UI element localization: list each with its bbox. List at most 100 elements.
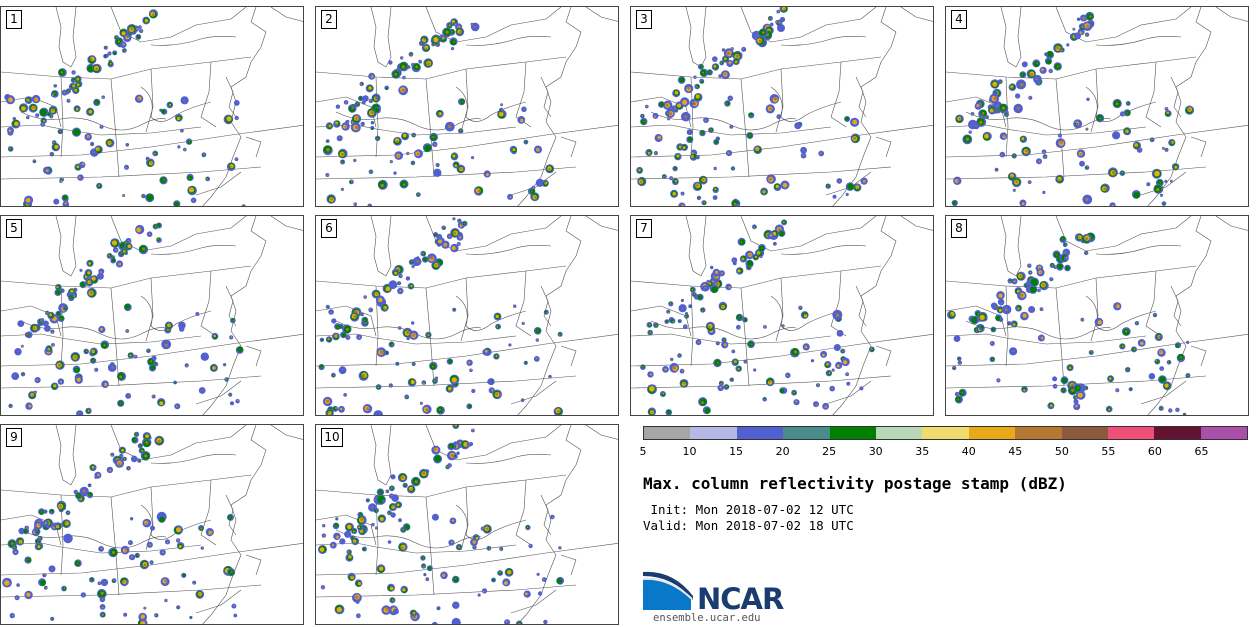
- reflectivity-cell: [136, 35, 141, 39]
- reflectivity-cell: [991, 327, 995, 332]
- reflectivity-cell: [396, 363, 399, 366]
- reflectivity-cell: [1086, 24, 1090, 28]
- reflectivity-cell: [543, 579, 545, 581]
- reflectivity-cell: [977, 105, 979, 107]
- reflectivity-cell: [169, 104, 171, 106]
- reflectivity-cell: [997, 379, 999, 381]
- reflectivity-cell: [341, 333, 346, 338]
- reflectivity-cell: [361, 100, 366, 105]
- reflectivity-cell: [783, 221, 785, 224]
- map-boundary-line: [946, 375, 1207, 389]
- reflectivity-cell: [649, 152, 651, 154]
- colorbar-tick-label: 10: [682, 445, 697, 458]
- reflectivity-cell: [723, 339, 725, 341]
- reflectivity-cell: [1134, 348, 1136, 350]
- reflectivity-cell: [500, 549, 502, 551]
- reflectivity-cell: [34, 98, 37, 101]
- reflectivity-cell: [979, 120, 983, 124]
- reflectivity-cell: [369, 308, 372, 310]
- map-boundary-line: [316, 542, 517, 554]
- reflectivity-cell: [148, 232, 151, 235]
- reflectivity-cell: [774, 243, 776, 245]
- reflectivity-cell: [448, 235, 451, 237]
- reflectivity-cell: [338, 366, 347, 375]
- reflectivity-cell: [140, 620, 146, 624]
- map-boundary-line: [1085, 86, 1157, 122]
- reflectivity-cell: [127, 540, 133, 546]
- reflectivity-cell: [768, 380, 771, 383]
- map-member-2: [316, 7, 618, 206]
- reflectivity-cell: [150, 525, 155, 531]
- reflectivity-cell: [458, 30, 462, 33]
- reflectivity-cell: [1151, 139, 1153, 141]
- reflectivity-cell: [90, 579, 92, 581]
- reflectivity-cell: [487, 379, 493, 385]
- reflectivity-cell: [460, 167, 463, 170]
- reflectivity-cell: [1125, 110, 1131, 116]
- map-boundary-line: [460, 486, 469, 551]
- reflectivity-cell: [178, 545, 182, 548]
- reflectivity-cell: [212, 366, 216, 370]
- reflectivity-cell: [1086, 127, 1088, 130]
- reflectivity-cell: [863, 180, 865, 182]
- reflectivity-cell: [124, 549, 127, 552]
- reflectivity-cell: [666, 409, 671, 415]
- reflectivity-cell: [330, 312, 332, 314]
- reflectivity-cell: [733, 262, 735, 265]
- reflectivity-cell: [1064, 244, 1067, 246]
- reflectivity-cell: [739, 239, 746, 245]
- reflectivity-cell: [433, 37, 439, 43]
- map-boundary-line: [946, 305, 1007, 337]
- reflectivity-cell: [529, 188, 535, 194]
- reflectivity-cell: [464, 222, 466, 224]
- reflectivity-cell: [694, 293, 696, 295]
- map-boundary-line: [775, 277, 784, 342]
- reflectivity-cell: [670, 319, 674, 323]
- map-boundary-line: [455, 504, 527, 540]
- reflectivity-cell: [50, 511, 52, 513]
- reflectivity-cell: [559, 334, 561, 336]
- reflectivity-cell: [54, 144, 59, 149]
- reflectivity-cell: [1081, 162, 1083, 164]
- map-boundary-line: [110, 425, 247, 461]
- reflectivity-cell: [88, 262, 92, 265]
- map-boundary-line: [740, 78, 750, 178]
- reflectivity-cell: [99, 124, 104, 129]
- reflectivity-cell: [731, 126, 733, 128]
- reflectivity-cell: [88, 281, 91, 284]
- colorbar-segment: [1061, 427, 1108, 439]
- reflectivity-cell: [659, 102, 664, 107]
- reflectivity-cell: [124, 164, 129, 170]
- reflectivity-cell: [1033, 61, 1040, 67]
- reflectivity-cell: [957, 398, 960, 401]
- reflectivity-cell: [72, 78, 76, 82]
- map-boundary-line: [335, 529, 482, 549]
- reflectivity-cell: [144, 607, 146, 609]
- reflectivity-cell: [500, 109, 502, 111]
- map-member-3: [631, 7, 933, 206]
- reflectivity-cell: [94, 476, 96, 478]
- reflectivity-cell: [89, 291, 93, 295]
- reflectivity-cell: [128, 395, 130, 397]
- map-boundary-line: [455, 86, 527, 122]
- map-boundary-line: [946, 333, 1147, 345]
- reflectivity-cell: [473, 541, 475, 543]
- reflectivity-cell: [956, 180, 959, 183]
- reflectivity-cell: [26, 592, 31, 597]
- reflectivity-cell: [233, 613, 238, 618]
- reflectivity-cell: [77, 562, 79, 564]
- map-boundary-line: [1, 56, 252, 80]
- colorbar-tick-label: 45: [1008, 445, 1023, 458]
- map-boundary-line: [770, 295, 842, 331]
- reflectivity-cell: [431, 621, 438, 624]
- reflectivity-cell: [701, 401, 704, 404]
- reflectivity-cell: [984, 133, 989, 139]
- map-boundary-line: [510, 380, 557, 405]
- reflectivity-cell: [1022, 313, 1027, 318]
- reflectivity-cell: [427, 578, 429, 580]
- reflectivity-cell: [749, 253, 751, 256]
- reflectivity-cell: [517, 621, 522, 624]
- reflectivity-cell: [1059, 140, 1063, 144]
- reflectivity-cell: [742, 48, 744, 50]
- reflectivity-cell: [537, 573, 539, 575]
